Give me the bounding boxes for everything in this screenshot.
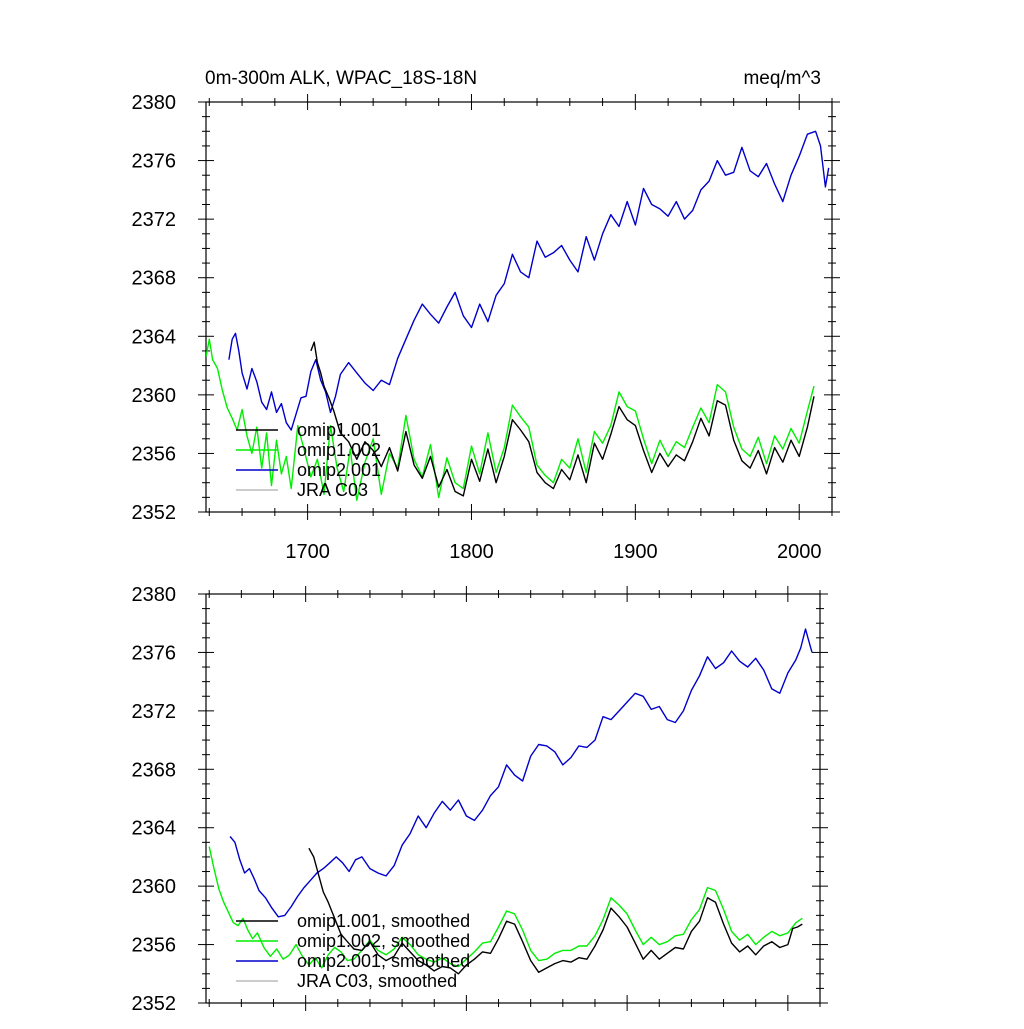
y-tick-label: 2364 — [132, 818, 177, 840]
y-tick-label: 2360 — [132, 385, 177, 407]
series-line-1 — [208, 846, 803, 969]
y-tick-label: 2372 — [132, 701, 177, 723]
legend-label: JRA C03, smoothed — [297, 971, 457, 991]
y-tick-label: 2372 — [132, 209, 177, 231]
y-tick-label: 2368 — [132, 268, 177, 290]
series-line-0 — [310, 341, 815, 497]
y-tick-label: 2376 — [132, 642, 177, 664]
legend-label: omip1.001, smoothed — [297, 911, 470, 931]
series-line-2 — [228, 130, 830, 431]
chart-panel-top: 2352 2356 2360 2364 2368 2372 2376 2380 1700 1800… — [132, 92, 840, 563]
legend-label: omip2.001, smoothed — [297, 951, 470, 971]
chart-panel-bottom: 2352 2356 2360 2364 2368 2372 2376 2380 omip1.00… — [132, 584, 828, 1015]
legend-label: omip1.002, smoothed — [297, 931, 470, 951]
series-line-0 — [308, 847, 803, 975]
y-tick-label: 2352 — [132, 502, 177, 524]
figure-title: 0m-300m ALK, WPAC_18S-18N — [205, 68, 477, 89]
y-tick-label: 2356 — [132, 443, 177, 465]
series-line-2 — [229, 628, 813, 918]
y-tick-label: 2364 — [132, 326, 177, 348]
legend-label: omip1.001 — [297, 420, 381, 440]
series-line-1 — [206, 338, 815, 501]
x-tick-label: 1700 — [285, 541, 330, 563]
y-tick-label: 2380 — [132, 92, 177, 114]
y-tick-label: 2380 — [132, 584, 177, 606]
y-tick-label: 2356 — [132, 935, 177, 957]
x-tick-label: 2000 — [777, 541, 822, 563]
x-tick-label: 1800 — [449, 541, 494, 563]
y-tick-label: 2368 — [132, 759, 177, 781]
y-tick-label: 2360 — [132, 876, 177, 898]
x-tick-label: 1900 — [613, 541, 658, 563]
units-label: meq/m^3 — [743, 68, 821, 89]
legend-label: omip1.002 — [297, 440, 381, 460]
y-tick-label: 2352 — [132, 993, 177, 1015]
legend-label: JRA C03 — [297, 480, 368, 500]
legend-label: omip2.001 — [297, 460, 381, 480]
y-tick-label: 2376 — [132, 151, 177, 173]
